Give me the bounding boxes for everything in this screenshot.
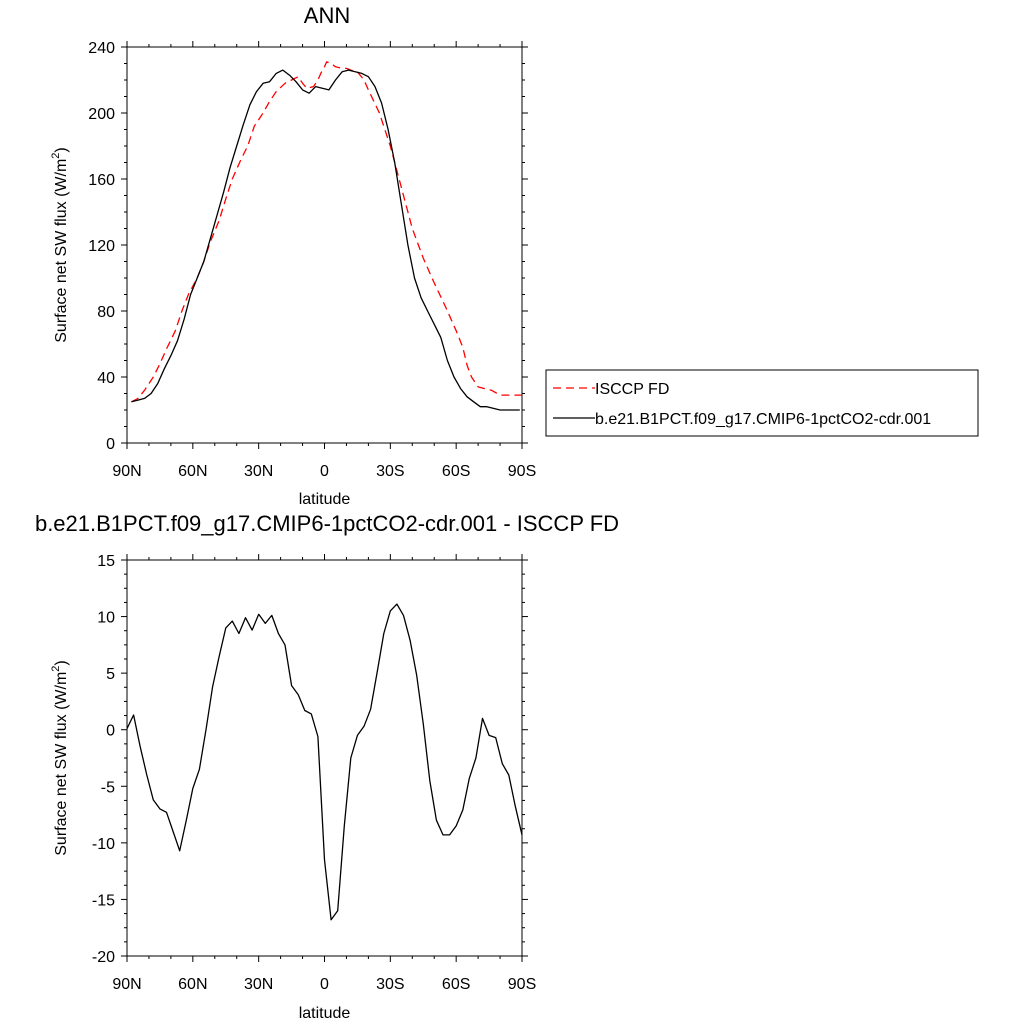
- y-axis-label-superscript: 2: [50, 153, 62, 159]
- bottom-plot: b.e21.B1PCT.f09_g17.CMIP6-1pctCO2-cdr.00…: [35, 511, 619, 1022]
- y-axis-label-close: ): [53, 147, 70, 152]
- y-axis-label-main: Surface net SW flux (W/m: [53, 672, 70, 856]
- y-tick-label: 10: [97, 610, 115, 627]
- x-tick-label: 60S: [442, 463, 470, 480]
- y-tick-label: 15: [97, 553, 115, 570]
- x-tick-label: 0: [320, 976, 329, 993]
- x-tick-label: 90S: [508, 976, 536, 993]
- y-axis-label-superscript: 2: [50, 666, 62, 672]
- plot-frame: [126, 46, 523, 444]
- x-tick-label: 60N: [178, 463, 207, 480]
- y-tick-label: 5: [106, 666, 115, 683]
- x-tick-label: 60N: [178, 976, 207, 993]
- x-axis-label: latitude: [299, 491, 351, 508]
- series-line-0: [131, 61, 522, 403]
- y-tick-label: 240: [88, 40, 115, 57]
- top-plot: ANN 0 40 80 120 160 200 240 90N 60N 30N 0 30S 60S 90S l…: [50, 3, 979, 508]
- chart-title: ANN: [304, 3, 350, 28]
- y-axis-label-main: Surface net SW flux (W/m: [53, 159, 70, 343]
- y-tick-label: 120: [88, 238, 115, 255]
- x-tick-label: 60S: [442, 976, 470, 993]
- series-line-0: [126, 603, 523, 921]
- x-tick-label: 0: [320, 463, 329, 480]
- y-tick-label: 80: [97, 304, 115, 321]
- plot-frame: [126, 559, 523, 957]
- x-tick-label: 90S: [508, 463, 536, 480]
- legend-label-0: ISCCP FD: [595, 381, 669, 398]
- x-tick-label: 30N: [244, 463, 273, 480]
- x-axis-label: latitude: [299, 1005, 351, 1022]
- y-tick-label: -10: [92, 836, 115, 853]
- x-tick-label: 30N: [244, 976, 273, 993]
- y-axis-label: Surface net SW flux (W/m2): [50, 660, 70, 856]
- legend-box: [545, 369, 979, 437]
- y-tick-label: -15: [92, 892, 115, 909]
- y-tick-label: 0: [106, 723, 115, 740]
- chart-title: b.e21.B1PCT.f09_g17.CMIP6-1pctCO2-cdr.00…: [35, 511, 619, 536]
- y-tick-label: -5: [101, 779, 115, 796]
- y-axis-label: Surface net SW flux (W/m2): [50, 147, 70, 343]
- y-axis-label-close: ): [53, 660, 70, 665]
- y-tick-label: 160: [88, 172, 115, 189]
- y-tick-label: 200: [88, 106, 115, 123]
- y-tick-label: 40: [97, 370, 115, 387]
- y-tick-label: 0: [106, 436, 115, 453]
- series-line-1: [131, 69, 520, 411]
- x-tick-label: 90N: [112, 463, 141, 480]
- x-tick-label: 30S: [376, 463, 404, 480]
- x-tick-label: 90N: [112, 976, 141, 993]
- legend-label-1: b.e21.B1PCT.f09_g17.CMIP6-1pctCO2-cdr.00…: [595, 411, 931, 428]
- y-tick-label: -20: [92, 949, 115, 966]
- legend: ISCCP FD b.e21.B1PCT.f09_g17.CMIP6-1pctCO…: [545, 369, 979, 437]
- x-tick-label: 30S: [376, 976, 404, 993]
